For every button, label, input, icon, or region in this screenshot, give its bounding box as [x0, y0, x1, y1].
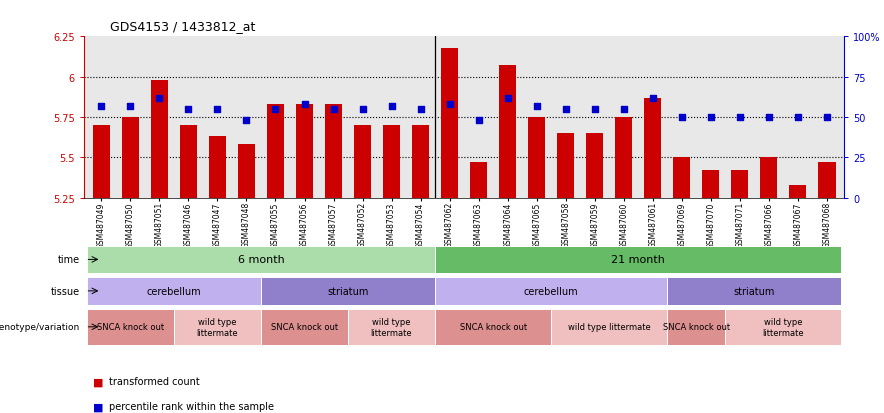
Text: cerebellum: cerebellum [524, 286, 578, 296]
Text: wild type
littermate: wild type littermate [763, 317, 804, 337]
Text: wild type
littermate: wild type littermate [370, 317, 412, 337]
Bar [557, 134, 575, 198]
Bar [87, 246, 435, 273]
Point [704, 114, 718, 121]
Point [733, 114, 747, 121]
Text: wild type
littermate: wild type littermate [196, 317, 239, 337]
Bar [818, 163, 835, 198]
Bar [261, 309, 348, 345]
Point [530, 103, 544, 110]
Bar [667, 278, 842, 305]
Bar [122, 118, 139, 198]
Point [443, 102, 457, 108]
Point [95, 103, 109, 110]
Text: SNCA knock out: SNCA knock out [97, 323, 164, 332]
Bar [789, 185, 806, 198]
Bar [87, 278, 261, 305]
Bar [354, 126, 371, 198]
Point [500, 95, 514, 102]
Point [790, 114, 804, 121]
Text: ■: ■ [93, 377, 103, 387]
Point [645, 95, 659, 102]
Point [210, 106, 225, 113]
Text: SNCA knock out: SNCA knock out [271, 323, 338, 332]
Point [181, 106, 195, 113]
Text: ■: ■ [93, 401, 103, 411]
Bar [673, 158, 690, 198]
Bar [209, 137, 226, 198]
Bar [725, 309, 842, 345]
Bar [551, 309, 667, 345]
Bar [87, 309, 174, 345]
Point [819, 114, 834, 121]
Bar [528, 118, 545, 198]
Point [355, 106, 370, 113]
Text: striatum: striatum [734, 286, 775, 296]
Point [471, 118, 485, 124]
Point [588, 106, 602, 113]
Bar [238, 145, 255, 198]
Bar [383, 126, 400, 198]
Text: striatum: striatum [327, 286, 369, 296]
Point [617, 106, 631, 113]
Bar [667, 309, 725, 345]
Bar [441, 48, 458, 198]
Text: 6 month: 6 month [238, 255, 285, 265]
Bar [324, 105, 342, 198]
Bar [470, 163, 487, 198]
Bar [435, 278, 667, 305]
Point [385, 103, 399, 110]
Bar [412, 126, 430, 198]
Text: percentile rank within the sample: percentile rank within the sample [109, 401, 274, 411]
Text: GDS4153 / 1433812_at: GDS4153 / 1433812_at [110, 20, 255, 33]
Bar [615, 118, 632, 198]
Bar [150, 81, 168, 198]
Point [674, 114, 689, 121]
Text: genotype/variation: genotype/variation [0, 323, 80, 332]
Bar [586, 134, 604, 198]
Point [559, 106, 573, 113]
Point [762, 114, 776, 121]
Text: wild type littermate: wild type littermate [568, 323, 651, 332]
Bar [760, 158, 778, 198]
Bar [179, 126, 197, 198]
Bar [261, 278, 435, 305]
Bar [644, 98, 661, 198]
Point [124, 103, 138, 110]
Text: SNCA knock out: SNCA knock out [460, 323, 527, 332]
Text: time: time [57, 255, 80, 265]
Bar [499, 66, 516, 198]
Text: transformed count: transformed count [109, 377, 200, 387]
Bar [435, 309, 551, 345]
Bar [267, 105, 284, 198]
Point [240, 118, 254, 124]
Bar [174, 309, 261, 345]
Bar [348, 309, 435, 345]
Text: 21 month: 21 month [611, 255, 665, 265]
Bar [731, 171, 749, 198]
Bar [296, 105, 313, 198]
Point [269, 106, 283, 113]
Bar [93, 126, 110, 198]
Text: cerebellum: cerebellum [147, 286, 202, 296]
Point [297, 102, 311, 108]
Point [152, 95, 166, 102]
Bar [702, 171, 720, 198]
Text: SNCA knock out: SNCA knock out [663, 323, 730, 332]
Bar [435, 246, 842, 273]
Point [414, 106, 428, 113]
Point [326, 106, 340, 113]
Text: tissue: tissue [50, 286, 80, 296]
